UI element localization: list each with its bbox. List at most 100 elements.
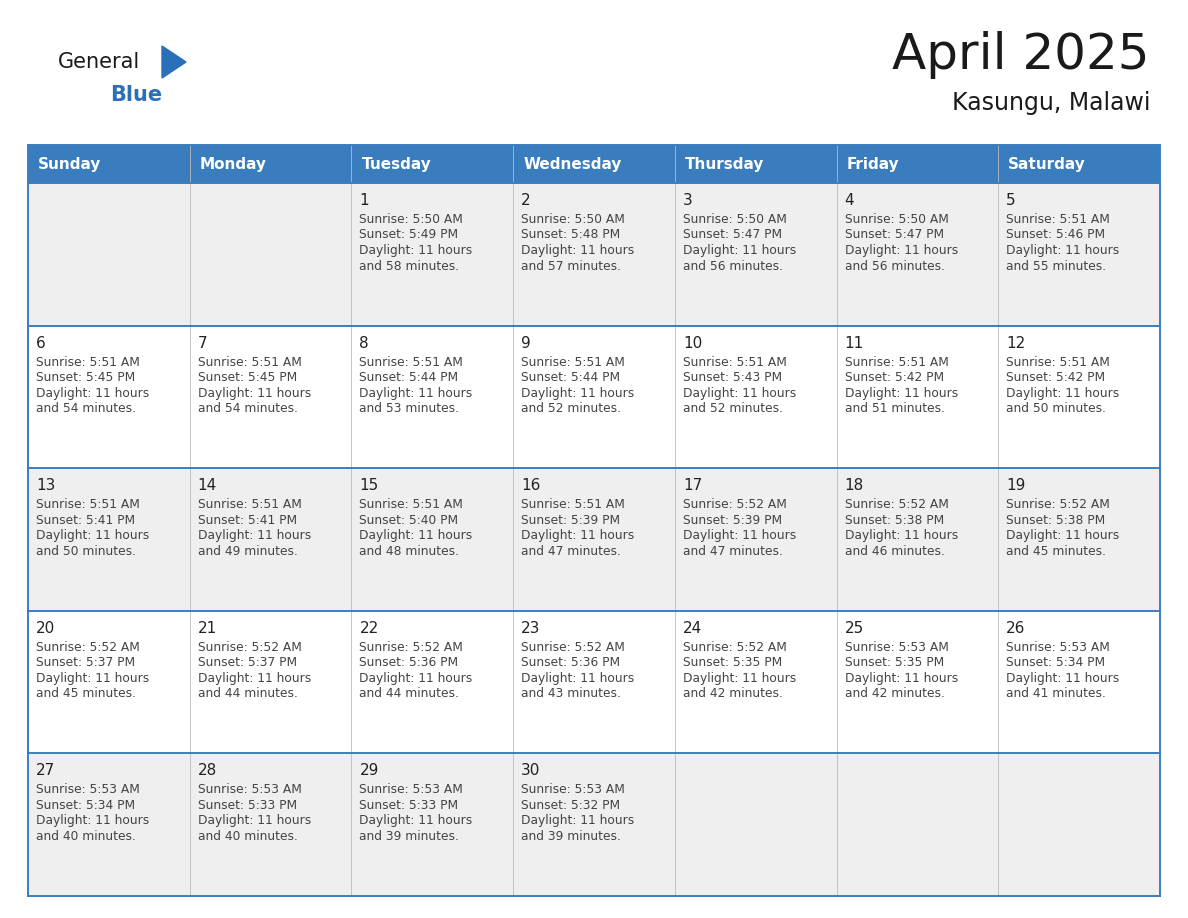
Text: 29: 29 [360,764,379,778]
Text: and 53 minutes.: and 53 minutes. [360,402,460,415]
Text: Sunset: 5:34 PM: Sunset: 5:34 PM [36,799,135,812]
Text: Sunrise: 5:53 AM: Sunrise: 5:53 AM [36,783,140,797]
Text: Sunset: 5:37 PM: Sunset: 5:37 PM [197,656,297,669]
Text: Daylight: 11 hours: Daylight: 11 hours [360,814,473,827]
Text: and 54 minutes.: and 54 minutes. [36,402,135,415]
Text: and 40 minutes.: and 40 minutes. [36,830,135,843]
Text: Sunrise: 5:53 AM: Sunrise: 5:53 AM [360,783,463,797]
Text: 16: 16 [522,478,541,493]
Text: and 42 minutes.: and 42 minutes. [683,688,783,700]
Text: 21: 21 [197,621,217,636]
Text: Sunset: 5:42 PM: Sunset: 5:42 PM [845,371,943,384]
Text: Sunrise: 5:50 AM: Sunrise: 5:50 AM [683,213,786,226]
Text: Monday: Monday [200,156,267,172]
Text: Sunrise: 5:53 AM: Sunrise: 5:53 AM [522,783,625,797]
Text: Sunrise: 5:52 AM: Sunrise: 5:52 AM [1006,498,1110,511]
Text: Sunrise: 5:52 AM: Sunrise: 5:52 AM [36,641,140,654]
FancyBboxPatch shape [29,468,1159,610]
FancyBboxPatch shape [29,183,1159,326]
Text: and 56 minutes.: and 56 minutes. [845,260,944,273]
Text: 18: 18 [845,478,864,493]
Text: Sunrise: 5:51 AM: Sunrise: 5:51 AM [1006,213,1110,226]
Text: Daylight: 11 hours: Daylight: 11 hours [360,672,473,685]
Text: Daylight: 11 hours: Daylight: 11 hours [197,672,311,685]
Text: 23: 23 [522,621,541,636]
Text: Sunrise: 5:52 AM: Sunrise: 5:52 AM [683,641,786,654]
Text: Sunset: 5:39 PM: Sunset: 5:39 PM [522,514,620,527]
Text: Sunset: 5:35 PM: Sunset: 5:35 PM [845,656,943,669]
Text: 5: 5 [1006,193,1016,208]
Text: Daylight: 11 hours: Daylight: 11 hours [360,529,473,543]
Text: Sunrise: 5:52 AM: Sunrise: 5:52 AM [522,641,625,654]
Text: 20: 20 [36,621,56,636]
Text: Daylight: 11 hours: Daylight: 11 hours [1006,244,1119,257]
Text: 27: 27 [36,764,56,778]
Text: Daylight: 11 hours: Daylight: 11 hours [522,529,634,543]
Text: Blue: Blue [110,85,162,105]
Text: and 52 minutes.: and 52 minutes. [522,402,621,415]
Text: Wednesday: Wednesday [523,156,621,172]
Text: Sunset: 5:41 PM: Sunset: 5:41 PM [36,514,135,527]
Text: 4: 4 [845,193,854,208]
Text: and 57 minutes.: and 57 minutes. [522,260,621,273]
Text: and 47 minutes.: and 47 minutes. [683,544,783,558]
Text: Sunset: 5:39 PM: Sunset: 5:39 PM [683,514,782,527]
Text: Sunrise: 5:51 AM: Sunrise: 5:51 AM [36,498,140,511]
Text: Daylight: 11 hours: Daylight: 11 hours [683,244,796,257]
Text: and 50 minutes.: and 50 minutes. [36,544,135,558]
Text: Sunset: 5:38 PM: Sunset: 5:38 PM [1006,514,1106,527]
Text: and 45 minutes.: and 45 minutes. [1006,544,1106,558]
Text: Sunrise: 5:52 AM: Sunrise: 5:52 AM [683,498,786,511]
Text: Sunset: 5:44 PM: Sunset: 5:44 PM [522,371,620,384]
Text: Sunset: 5:33 PM: Sunset: 5:33 PM [360,799,459,812]
Text: Daylight: 11 hours: Daylight: 11 hours [683,672,796,685]
Text: and 44 minutes.: and 44 minutes. [197,688,297,700]
Text: Daylight: 11 hours: Daylight: 11 hours [197,814,311,827]
Text: 25: 25 [845,621,864,636]
Text: Sunrise: 5:52 AM: Sunrise: 5:52 AM [845,498,948,511]
Text: Sunrise: 5:53 AM: Sunrise: 5:53 AM [1006,641,1110,654]
Text: 8: 8 [360,336,369,351]
Text: Sunrise: 5:51 AM: Sunrise: 5:51 AM [1006,355,1110,369]
Text: Sunrise: 5:51 AM: Sunrise: 5:51 AM [360,355,463,369]
Text: and 51 minutes.: and 51 minutes. [845,402,944,415]
Text: and 39 minutes.: and 39 minutes. [522,830,621,843]
Text: 14: 14 [197,478,217,493]
Text: Sunrise: 5:50 AM: Sunrise: 5:50 AM [522,213,625,226]
Text: Sunset: 5:46 PM: Sunset: 5:46 PM [1006,229,1105,241]
FancyBboxPatch shape [29,610,1159,754]
Text: Sunrise: 5:51 AM: Sunrise: 5:51 AM [197,498,302,511]
Text: and 42 minutes.: and 42 minutes. [845,688,944,700]
Text: and 58 minutes.: and 58 minutes. [360,260,460,273]
Text: Daylight: 11 hours: Daylight: 11 hours [360,386,473,399]
Text: Kasungu, Malawi: Kasungu, Malawi [952,91,1150,115]
Text: Sunset: 5:40 PM: Sunset: 5:40 PM [360,514,459,527]
Text: Sunrise: 5:51 AM: Sunrise: 5:51 AM [360,498,463,511]
Text: 12: 12 [1006,336,1025,351]
Text: 11: 11 [845,336,864,351]
Text: Sunset: 5:34 PM: Sunset: 5:34 PM [1006,656,1105,669]
Text: 7: 7 [197,336,208,351]
Text: Daylight: 11 hours: Daylight: 11 hours [522,672,634,685]
Text: Friday: Friday [847,156,899,172]
Text: Sunset: 5:47 PM: Sunset: 5:47 PM [683,229,782,241]
Text: Sunrise: 5:52 AM: Sunrise: 5:52 AM [197,641,302,654]
Polygon shape [162,46,187,78]
Text: Daylight: 11 hours: Daylight: 11 hours [36,814,150,827]
Text: Sunset: 5:44 PM: Sunset: 5:44 PM [360,371,459,384]
Text: 26: 26 [1006,621,1025,636]
Text: and 55 minutes.: and 55 minutes. [1006,260,1106,273]
Text: Daylight: 11 hours: Daylight: 11 hours [522,814,634,827]
Text: Sunday: Sunday [38,156,101,172]
Text: 15: 15 [360,478,379,493]
Text: 28: 28 [197,764,217,778]
Text: Sunset: 5:49 PM: Sunset: 5:49 PM [360,229,459,241]
Text: Daylight: 11 hours: Daylight: 11 hours [845,529,958,543]
Text: Sunset: 5:42 PM: Sunset: 5:42 PM [1006,371,1105,384]
Text: Tuesday: Tuesday [361,156,431,172]
Text: Sunrise: 5:53 AM: Sunrise: 5:53 AM [845,641,948,654]
Text: April 2025: April 2025 [892,31,1150,79]
Text: Sunset: 5:36 PM: Sunset: 5:36 PM [360,656,459,669]
Text: Daylight: 11 hours: Daylight: 11 hours [1006,386,1119,399]
Text: and 50 minutes.: and 50 minutes. [1006,402,1106,415]
